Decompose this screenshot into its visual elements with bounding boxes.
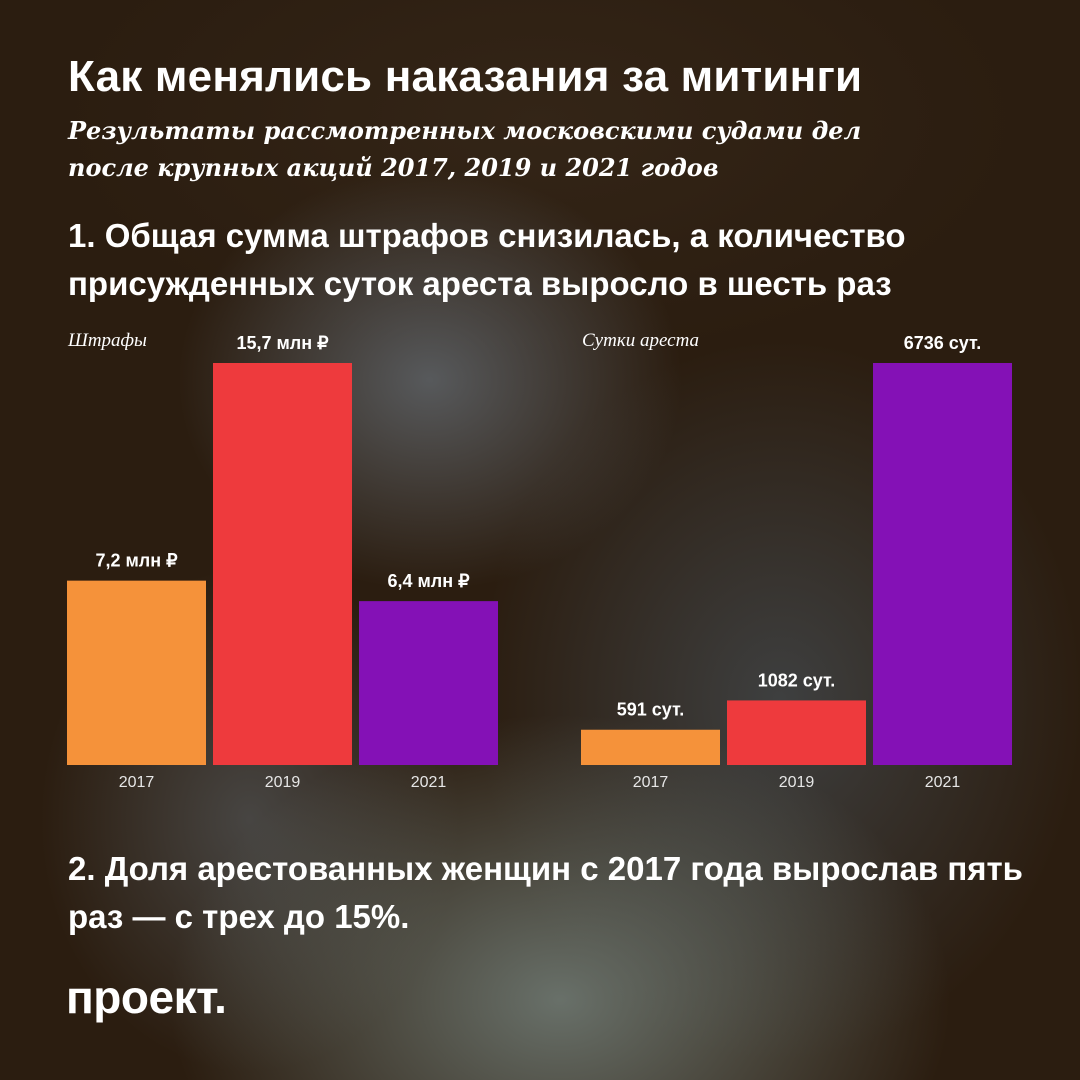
- fines-bar-2019: [213, 363, 352, 765]
- fines-bar-2017: [67, 580, 206, 765]
- brand-logo: проект.: [66, 971, 227, 1023]
- arrest-bar-2019: [727, 700, 866, 765]
- arrest-bar-2017: [581, 729, 720, 765]
- arrest-chart-title: Сутки ареста: [582, 330, 700, 351]
- fines-data-label-2021: 6,4 млн ₽: [387, 571, 470, 591]
- fines-data-label-2017: 7,2 млн ₽: [95, 551, 178, 571]
- finding-2: 2. Доля арестованных женщин с 2017 года …: [68, 850, 1023, 935]
- fines-tick-label-2017: 2017: [119, 774, 155, 791]
- page-subtitle: Результаты рассмотренных московскими суд…: [68, 116, 862, 182]
- arrest-tick-label-2021: 2021: [925, 774, 961, 791]
- arrest-data-label-2021: 6736 сут.: [904, 333, 982, 353]
- arrest-tick-label-2017: 2017: [633, 774, 669, 791]
- page-title: Как менялись наказания за митинги: [68, 52, 863, 101]
- arrest-tick-label-2019: 2019: [779, 774, 815, 791]
- fines-chart-title: Штрафы: [68, 330, 147, 351]
- arrest-data-label-2017: 591 сут.: [617, 700, 685, 720]
- fines-bar-2021: [359, 601, 498, 765]
- arrest-bar-2021: [873, 363, 1012, 765]
- fines-tick-label-2019: 2019: [265, 774, 301, 791]
- finding-1: 1. Общая сумма штрафов снизилась, а коли…: [68, 217, 906, 302]
- fines-tick-label-2021: 2021: [411, 774, 447, 791]
- fines-data-label-2019: 15,7 млн ₽: [236, 333, 329, 353]
- arrest-data-label-2019: 1082 сут.: [758, 670, 836, 690]
